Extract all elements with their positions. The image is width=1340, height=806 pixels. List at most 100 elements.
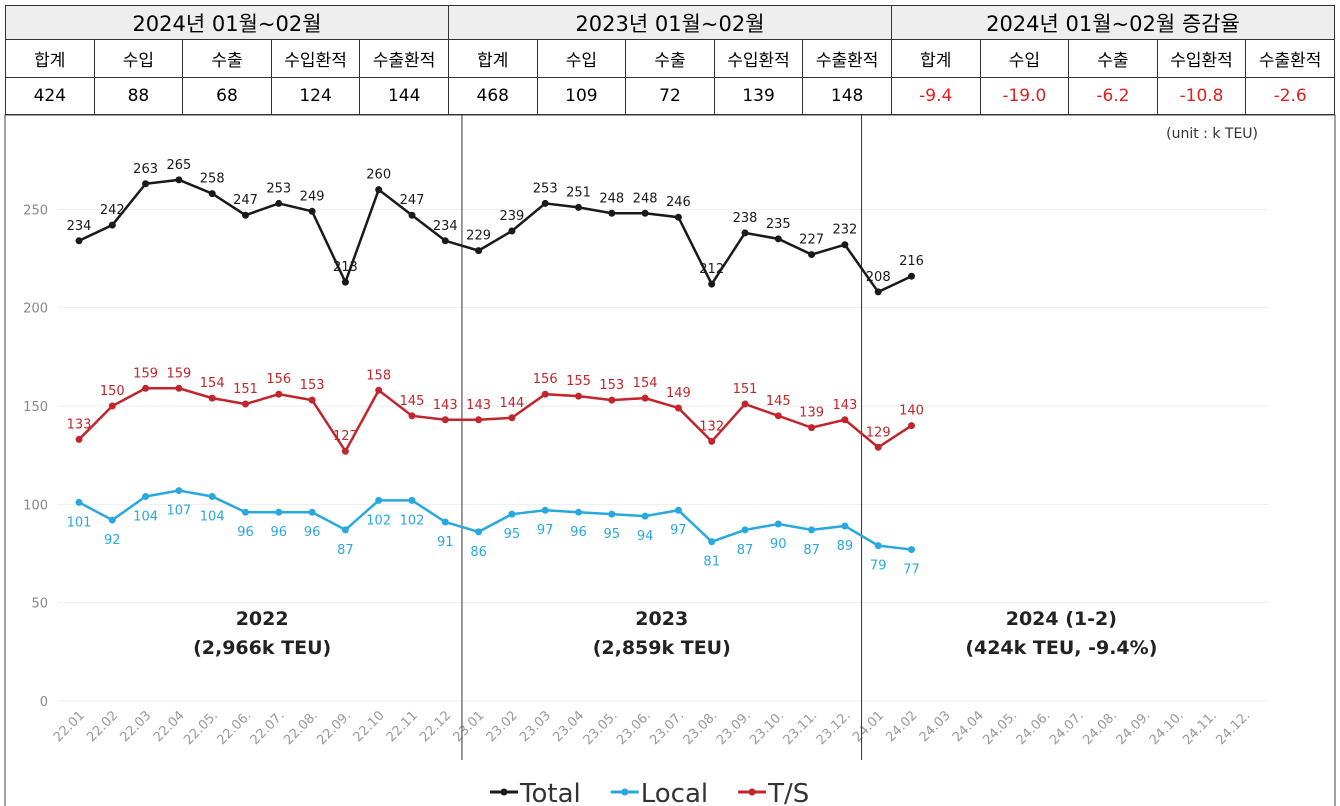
data-point	[75, 498, 83, 506]
column-header: 수입	[93, 39, 184, 78]
data-label: 265	[166, 158, 191, 173]
x-tick-label: 24.12.	[1213, 708, 1253, 748]
x-tick-label: 24.01	[850, 708, 887, 745]
x-tick-label: 24.09.	[1114, 708, 1154, 748]
data-point	[208, 394, 216, 402]
x-tick-label: 24.03	[917, 708, 954, 745]
data-point	[242, 508, 249, 516]
cell-value: 148	[802, 77, 892, 115]
data-label: 95	[504, 527, 521, 542]
data-label: 149	[666, 386, 691, 401]
unit-note: (unit : k TEU)	[1166, 126, 1258, 142]
data-label: 95	[604, 527, 621, 542]
data-point	[808, 251, 816, 259]
data-point	[575, 508, 582, 516]
data-point	[308, 207, 316, 215]
data-label: 234	[67, 219, 92, 234]
data-label: 247	[400, 193, 425, 208]
x-tick-label: 23.03	[517, 708, 554, 745]
section-annotation: 2024 (1-2)	[1006, 608, 1117, 630]
cell-value: 72	[625, 77, 715, 115]
series-line	[78, 489, 912, 551]
x-tick-label: 24.10.	[1147, 708, 1187, 748]
section-annotation: (2,859k TEU)	[593, 637, 731, 659]
data-point	[142, 492, 150, 500]
cell-value: 144	[359, 77, 449, 115]
data-point	[674, 506, 682, 514]
data-label: 154	[200, 376, 225, 391]
data-point	[408, 496, 416, 504]
y-tick-label: 250	[23, 203, 48, 218]
section-annotation: (424k TEU, -9.4%)	[965, 637, 1157, 659]
data-point	[108, 516, 116, 524]
series-line	[78, 178, 913, 294]
data-label: 260	[366, 168, 391, 183]
data-point	[575, 392, 582, 400]
column-header: 수입환적	[270, 39, 361, 78]
data-label: 154	[633, 376, 658, 391]
data-point	[841, 416, 849, 424]
x-tick-label: 24.08.	[1080, 708, 1120, 748]
x-tick-label: 23.08.	[681, 708, 721, 748]
data-label: 97	[670, 523, 687, 538]
x-tick-label: 23.07.	[647, 708, 687, 748]
data-label: 140	[899, 404, 924, 419]
data-label: 248	[633, 191, 658, 206]
group-header: 2024년 01월~02월	[5, 5, 449, 40]
x-tick-label: 22.11	[384, 708, 421, 745]
data-label: 145	[400, 394, 425, 409]
y-tick-label: 100	[23, 498, 48, 513]
data-label: 153	[300, 378, 325, 393]
x-tick-label: 24.02	[883, 708, 920, 745]
data-label: 86	[470, 545, 487, 560]
data-point	[408, 211, 416, 219]
x-tick-label: 23.09.	[714, 708, 754, 748]
data-point	[208, 492, 216, 500]
chart-frame	[4, 114, 1336, 806]
data-point	[75, 237, 83, 245]
data-point	[874, 542, 882, 550]
y-tick-label: 200	[23, 302, 48, 317]
data-point	[475, 247, 483, 255]
data-label: 159	[133, 366, 158, 381]
section-annotation: (2,966k TEU)	[193, 637, 331, 659]
data-point	[441, 416, 449, 424]
data-label: 102	[400, 513, 425, 528]
data-label: 104	[200, 509, 225, 524]
data-label: 258	[200, 172, 225, 187]
x-tick-label: 22.08.	[281, 708, 321, 748]
data-point	[741, 526, 749, 534]
data-label: 132	[699, 419, 724, 434]
data-point	[475, 528, 483, 536]
data-label: 239	[499, 209, 524, 224]
x-tick-label: 24.06.	[1014, 708, 1054, 748]
data-label: 156	[533, 372, 558, 387]
data-label: 251	[566, 185, 591, 200]
data-label: 235	[766, 217, 791, 232]
group-header: 2023년 01월~02월	[447, 5, 892, 40]
data-label: 247	[233, 193, 258, 208]
data-label: 249	[300, 189, 325, 204]
data-label: 96	[237, 525, 254, 540]
data-point	[375, 496, 383, 504]
data-label: 127	[333, 429, 358, 444]
data-label: 227	[799, 233, 824, 248]
data-point	[341, 278, 349, 286]
data-label: 156	[266, 372, 291, 387]
data-point	[508, 227, 516, 235]
data-point	[142, 384, 150, 392]
data-label: 253	[533, 181, 558, 196]
data-point	[508, 414, 516, 422]
column-header: 수출	[182, 39, 272, 78]
x-tick-label: 23.01	[451, 708, 488, 745]
x-tick-label: 22.02	[84, 708, 121, 745]
data-point	[808, 526, 816, 534]
data-label: 102	[366, 513, 391, 528]
column-header: 수출환적	[802, 39, 892, 78]
data-point	[408, 412, 416, 420]
cell-value: 124	[270, 77, 361, 115]
data-point	[175, 176, 183, 184]
data-label: 151	[733, 382, 758, 397]
